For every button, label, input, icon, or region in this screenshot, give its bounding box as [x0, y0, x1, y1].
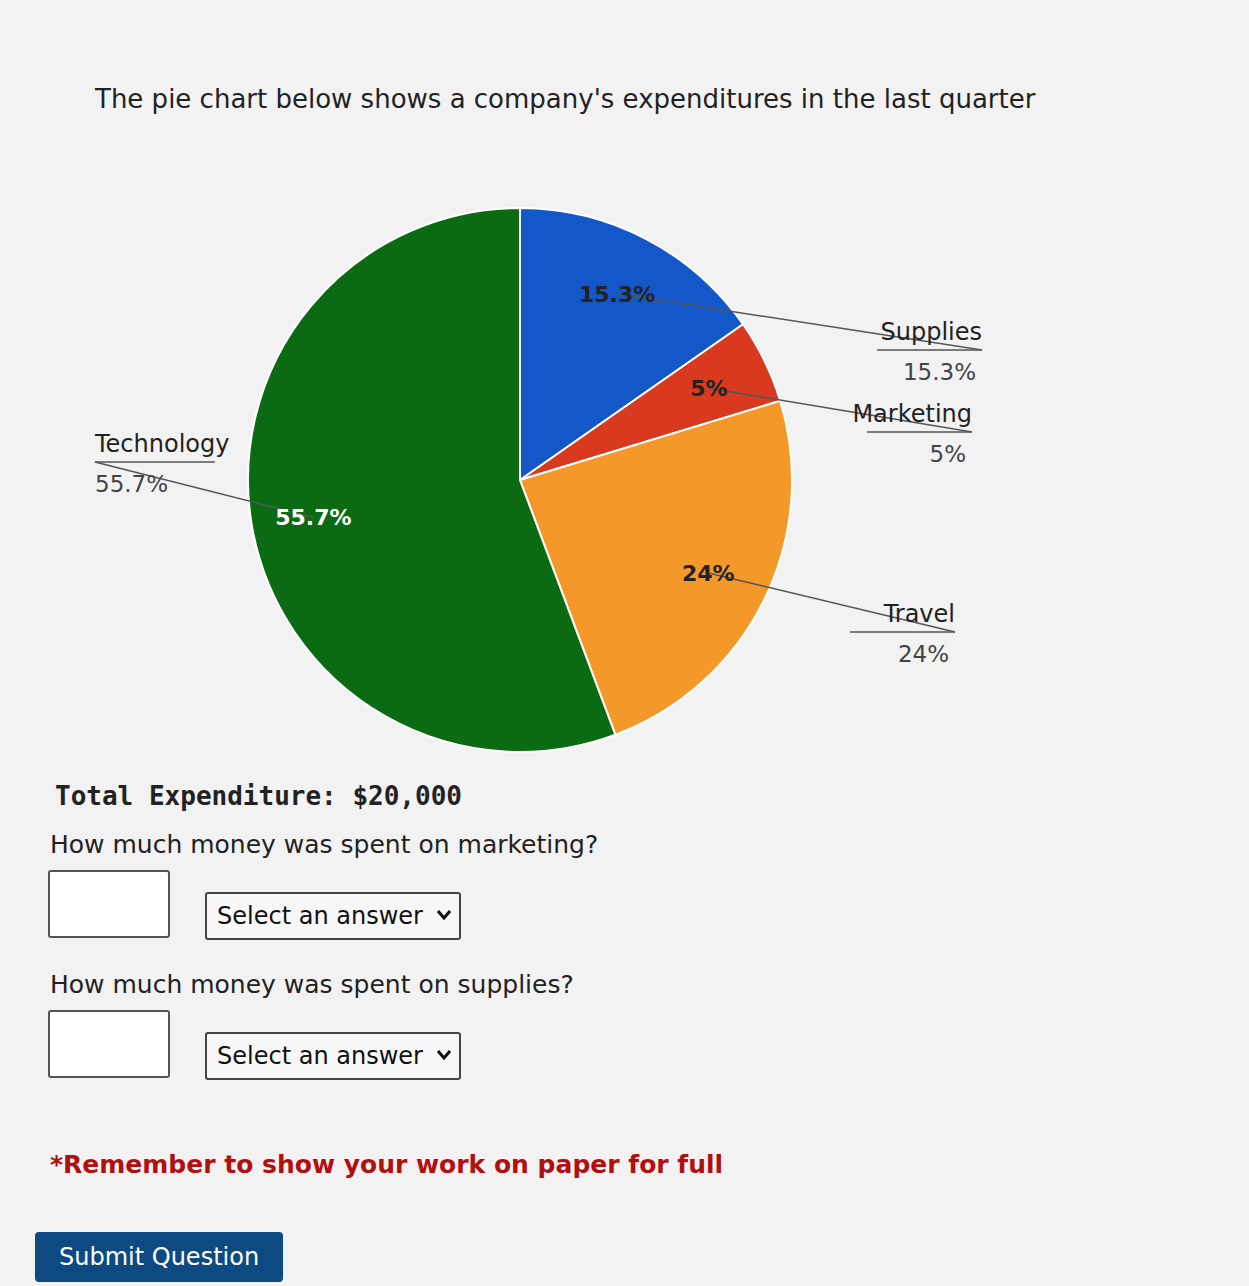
data-label: 55.7%: [275, 505, 351, 530]
leader-line: [867, 431, 972, 433]
reminder: *Remember to show your work on paper for…: [50, 1150, 723, 1179]
leader-line: [709, 388, 972, 432]
answer-select[interactable]: Select an answer: [205, 1032, 461, 1080]
legend-value: 15.3%: [903, 359, 976, 385]
chevron: [437, 1048, 451, 1062]
total: Total Expenditure: $20,000: [55, 781, 462, 811]
leader-line: [850, 631, 955, 633]
question: How much money was spent on marketing?: [50, 830, 598, 859]
select-text: Select an answer: [217, 1042, 423, 1070]
leader-line: [877, 349, 982, 351]
pie: [248, 208, 792, 752]
category-label: Marketing: [852, 400, 972, 428]
category-label: Travel: [883, 600, 955, 628]
data-label: 5%: [690, 376, 727, 401]
answer-input[interactable]: [48, 870, 170, 938]
leader-line: [95, 461, 215, 463]
chevron-path: [438, 911, 450, 918]
leader-line: [617, 294, 982, 350]
legend-value: 24%: [898, 641, 949, 667]
chart: The pie chart below shows a company's ex…: [0, 0, 1249, 830]
category-label: Supplies: [880, 318, 982, 346]
question: How much money was spent on supplies?: [50, 970, 574, 999]
select-text: Select an answer: [217, 902, 423, 930]
submit-button[interactable]: Submit Question: [35, 1232, 283, 1282]
answer-select[interactable]: Select an answer: [205, 892, 461, 940]
legend-value: 5%: [930, 441, 967, 467]
leader-line: [708, 573, 955, 632]
legend-value: 55.7%: [95, 471, 168, 497]
category-label: Technology: [94, 430, 229, 458]
chevron: [437, 908, 451, 922]
answer-input[interactable]: [48, 1010, 170, 1078]
data-label: 24%: [682, 561, 735, 586]
title: The pie chart below shows a company's ex…: [94, 84, 1036, 114]
data-label: 15.3%: [579, 282, 655, 307]
slice: [248, 208, 615, 752]
chevron-path: [438, 1051, 450, 1058]
